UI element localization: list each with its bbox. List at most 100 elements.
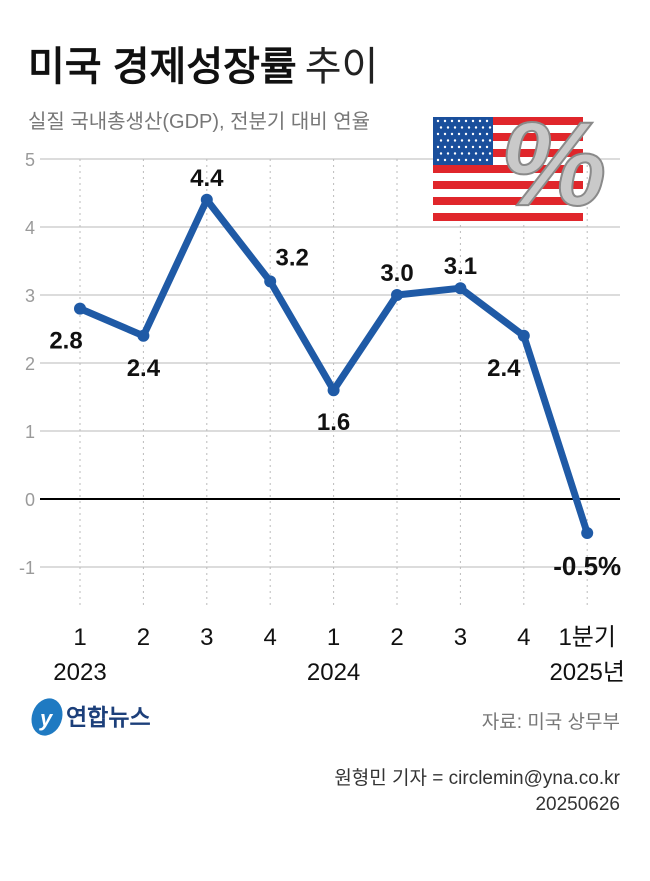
- data-point: [327, 384, 340, 397]
- flag-star: [478, 119, 482, 123]
- flag-star: [460, 126, 464, 129]
- source-text: 자료: 미국 상무부: [482, 711, 620, 733]
- flag-star: [450, 119, 454, 123]
- x-tick-label: 3: [454, 624, 467, 651]
- data-label: 3.0: [380, 260, 413, 287]
- flag-star: [478, 145, 482, 149]
- flag-star: [436, 158, 440, 162]
- flag-star: [485, 145, 489, 149]
- y-tick-label: 5: [25, 150, 35, 170]
- data-point: [454, 282, 467, 295]
- data-label: 2.8: [49, 328, 82, 355]
- flag-star: [446, 126, 450, 129]
- flag-stripe: [433, 157, 583, 165]
- x-tick-label: 1분기: [558, 624, 616, 651]
- flag-star: [453, 139, 457, 142]
- flag-stripe: [433, 141, 583, 149]
- flag-star: [481, 126, 485, 129]
- flag-star: [450, 145, 454, 149]
- chart-title: 미국 경제성장률 추이: [28, 45, 378, 89]
- svg-text:y: y: [39, 706, 54, 731]
- data-point: [581, 527, 594, 539]
- flag-star: [474, 126, 478, 129]
- flag-star: [460, 139, 464, 142]
- x-tick-label: 4: [264, 624, 277, 651]
- data-point: [200, 193, 213, 206]
- flag-stripe: [433, 133, 583, 141]
- flag-star: [436, 132, 440, 136]
- year-label: 2025년: [549, 659, 624, 686]
- flag-stripe: [433, 197, 583, 205]
- flag-star: [488, 152, 492, 155]
- y-tick-label: 4: [25, 218, 35, 238]
- flag-star: [439, 139, 443, 142]
- x-axis: 1 2 3 4 1 2 3 4 1분기 2023 2024 2025년: [53, 624, 625, 686]
- data-label: 3.2: [276, 244, 309, 271]
- flag-star: [481, 139, 485, 142]
- flag-star: [446, 139, 450, 142]
- flag-star: [481, 152, 485, 155]
- data-label: 4.4: [190, 165, 224, 192]
- x-tick-label: 4: [517, 624, 530, 651]
- data-labels: 2.8 2.4 4.4 3.2 1.6 3.0 3.1 2.4 -0.5%: [49, 165, 621, 581]
- y-tick-label: 1: [25, 422, 35, 442]
- x-tick-label: 1: [327, 624, 340, 651]
- series-line: [74, 193, 594, 539]
- flag-star: [453, 126, 457, 129]
- data-label: 2.4: [487, 355, 521, 382]
- flag-stripe: [433, 173, 583, 181]
- flag-stripe: [433, 125, 583, 133]
- yonhap-logo: y 연합뉴스: [31, 698, 151, 736]
- y-tick-label: -1: [19, 558, 35, 578]
- svg-text:%: %: [500, 97, 607, 231]
- flag-star: [443, 119, 447, 123]
- data-point: [264, 275, 277, 288]
- flag-star: [464, 158, 468, 162]
- flag-star: [471, 145, 475, 149]
- flag-star: [478, 132, 482, 136]
- x-tick-label: 1: [73, 624, 86, 651]
- flag-star: [464, 145, 468, 149]
- data-point: [137, 329, 150, 342]
- flag-star: [450, 132, 454, 136]
- year-label: 2024: [307, 659, 360, 686]
- data-label: 1.6: [317, 409, 350, 436]
- x-tick-label: 2: [137, 624, 150, 651]
- flag-star: [457, 145, 461, 149]
- flag-star: [436, 119, 440, 123]
- flag-star: [450, 158, 454, 162]
- flag-star: [457, 132, 461, 136]
- flag-star: [485, 132, 489, 136]
- flag-star: [467, 139, 471, 142]
- x-tick-label: 3: [200, 624, 213, 651]
- flag-star: [436, 145, 440, 149]
- flag-stripe: [433, 149, 583, 157]
- flag-star: [439, 126, 443, 129]
- flag-star: [485, 119, 489, 123]
- flag-stripe: [433, 213, 583, 221]
- flag-star: [439, 152, 443, 155]
- flag-stripe: [433, 165, 583, 173]
- y-tick-label: 0: [25, 490, 35, 510]
- flag-star: [443, 158, 447, 162]
- flag-star: [446, 152, 450, 155]
- flag-star: [460, 152, 464, 155]
- year-label: 2023: [53, 659, 106, 686]
- x-tick-label: 2: [390, 624, 403, 651]
- flag-star: [467, 152, 471, 155]
- flag-star: [467, 126, 471, 129]
- flag-star: [464, 132, 468, 136]
- date-text: 20250626: [535, 794, 620, 815]
- chart-subtitle: 실질 국내총생산(GDP), 전분기 대비 연율: [28, 110, 370, 133]
- flag-star: [474, 139, 478, 142]
- flag-star: [478, 158, 482, 162]
- data-point: [517, 329, 530, 342]
- credit-text: 원형민 기자 = circlemin@yna.co.kr: [334, 767, 620, 789]
- data-label: -0.5%: [553, 551, 621, 581]
- flag-stripe: [433, 189, 583, 197]
- flag-star: [474, 152, 478, 155]
- flag-star: [471, 132, 475, 136]
- flag-star: [471, 119, 475, 123]
- y-tick-label: 3: [25, 286, 35, 306]
